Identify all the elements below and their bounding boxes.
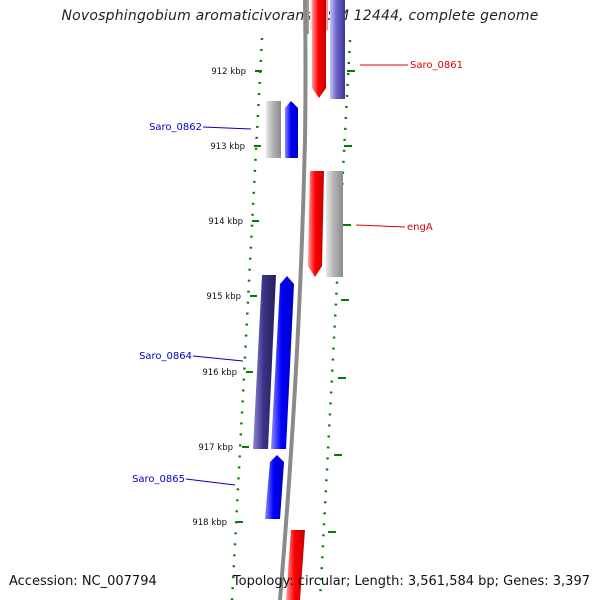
tick-label-913: 913 kbp: [210, 142, 245, 152]
tick-label-917: 917 kbp: [198, 443, 233, 453]
tick-label-912: 912 kbp: [211, 67, 246, 77]
gene-red-enga: [308, 171, 324, 277]
tick-label-918: 918 kbp: [192, 518, 227, 528]
gene-label-saro0861[interactable]: Saro_0861: [410, 60, 463, 71]
gene-red-top: [312, 0, 326, 98]
leader-enga: [355, 224, 406, 228]
leader-saro0864: [192, 355, 244, 362]
gene-navy-saro0864: [253, 275, 276, 449]
gene-blue-saro0862: [285, 101, 298, 158]
tick-label-916: 916 kbp: [202, 368, 237, 378]
gene-gray-left: [266, 101, 281, 158]
gene-blue-saro0865: [265, 455, 284, 519]
outer-dotted-ring: [318, 39, 352, 600]
gene-label-saro0862[interactable]: Saro_0862: [149, 122, 202, 133]
gene-blue-large: [271, 276, 294, 449]
gene-label-saro0864[interactable]: Saro_0864: [139, 351, 192, 362]
gene-label-enga[interactable]: engA: [407, 222, 433, 233]
gene-gray-right: [326, 171, 343, 277]
gene-purple-top: [330, 0, 345, 99]
leader-saro0865: [185, 478, 236, 486]
tick-label-915: 915 kbp: [206, 292, 241, 302]
gene-red-bottom: [286, 530, 305, 600]
accession-text: Accession: NC_007794: [9, 574, 157, 589]
inner-dotted-ring: [230, 37, 264, 600]
tick-label-914: 914 kbp: [208, 217, 243, 227]
genome-backbone: [278, 0, 308, 600]
gene-label-saro0865[interactable]: Saro_0865: [132, 474, 185, 485]
map-title: Novosphingobium aromaticivorans DSM 1244…: [61, 8, 539, 24]
tick-marks: [236, 70, 355, 533]
genome-summary-text: Topology: circular; Length: 3,561,584 bp…: [232, 574, 590, 589]
leader-saro0862: [202, 126, 252, 130]
